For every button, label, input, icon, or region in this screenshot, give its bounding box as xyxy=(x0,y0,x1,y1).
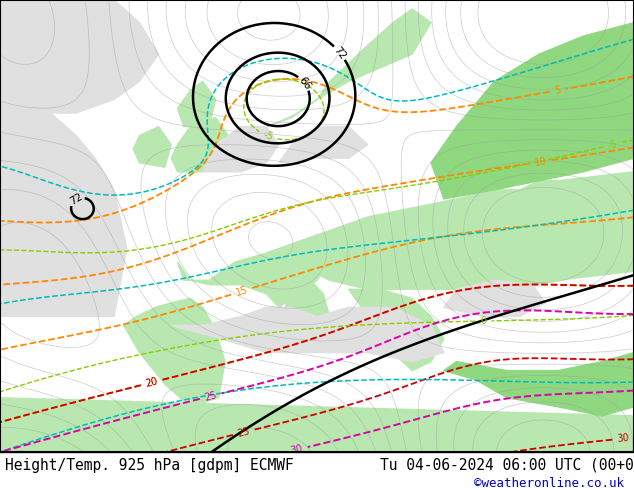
Text: 0: 0 xyxy=(481,316,487,326)
Polygon shape xyxy=(266,9,431,126)
Polygon shape xyxy=(203,126,279,172)
Text: 25: 25 xyxy=(204,390,218,402)
Polygon shape xyxy=(124,298,225,407)
Text: 5: 5 xyxy=(553,85,562,96)
Polygon shape xyxy=(178,235,336,307)
Text: 25: 25 xyxy=(236,426,251,439)
Text: 15: 15 xyxy=(235,285,249,298)
Polygon shape xyxy=(178,81,216,126)
Text: Tu 04-06-2024 06:00 UTC (00+06): Tu 04-06-2024 06:00 UTC (00+06) xyxy=(380,458,634,473)
Polygon shape xyxy=(444,353,634,416)
Polygon shape xyxy=(349,289,444,370)
Text: ©weatheronline.co.uk: ©weatheronline.co.uk xyxy=(474,477,624,490)
Polygon shape xyxy=(266,172,634,289)
Polygon shape xyxy=(0,113,127,317)
Text: 30: 30 xyxy=(617,433,630,444)
Polygon shape xyxy=(279,126,368,163)
Text: 72: 72 xyxy=(332,45,348,61)
Polygon shape xyxy=(0,398,634,452)
Polygon shape xyxy=(171,118,228,172)
Text: 66: 66 xyxy=(296,75,313,92)
Text: -5: -5 xyxy=(607,139,619,150)
Text: 20: 20 xyxy=(145,376,159,389)
Polygon shape xyxy=(171,307,444,362)
Text: Height/Temp. 925 hPa [gdpm] ECMWF: Height/Temp. 925 hPa [gdpm] ECMWF xyxy=(5,458,294,473)
Text: -5: -5 xyxy=(261,129,274,143)
Polygon shape xyxy=(431,23,634,199)
Polygon shape xyxy=(0,0,158,113)
Polygon shape xyxy=(133,126,171,167)
Polygon shape xyxy=(444,280,545,317)
Text: 20: 20 xyxy=(145,376,159,389)
Polygon shape xyxy=(285,280,330,353)
Text: 72: 72 xyxy=(68,192,84,207)
Text: 10: 10 xyxy=(534,156,548,168)
Text: 30: 30 xyxy=(290,443,304,456)
